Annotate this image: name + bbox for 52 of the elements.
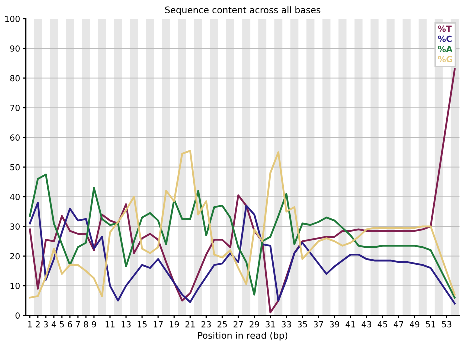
- y-tick-label: 0: [16, 312, 20, 319]
- line-series: [29, 68, 456, 314]
- x-tick-label: 5: [60, 321, 64, 328]
- y-tick-label: 40: [10, 194, 20, 200]
- x-tick-label: 43: [362, 321, 372, 328]
- y-tick-label: 100: [6, 16, 20, 22]
- x-tick-label: 51: [426, 321, 436, 328]
- x-tick-label: 13: [122, 321, 131, 328]
- x-tick-label: 17: [154, 321, 163, 328]
- y-tick-label: 60: [10, 134, 20, 141]
- x-tick-label: 31: [266, 321, 276, 328]
- y-tick-label: 10: [10, 282, 20, 290]
- y-tick-label: 90: [10, 46, 20, 52]
- x-tick-label: 49: [410, 321, 420, 328]
- x-tick-label: 35: [298, 321, 308, 328]
- text: %A: [438, 46, 453, 52]
- line-series: [29, 174, 456, 299]
- x-tick-label: 23: [202, 321, 212, 328]
- line-series: [29, 150, 456, 299]
- x-tick-label: 29: [250, 321, 260, 328]
- text: %G: [438, 56, 452, 63]
- x-tick-label: 45: [378, 321, 388, 328]
- y-tick-label: 30: [10, 224, 20, 230]
- x-tick-label: 2: [36, 321, 40, 328]
- x-tick-label: 19: [170, 321, 180, 328]
- x-tick-label: 7: [76, 321, 80, 328]
- x-tick-label: 39: [330, 321, 340, 328]
- y-tick-label: 80: [10, 75, 20, 82]
- x-tick-label: 33: [282, 321, 292, 328]
- x-tick-label: 25: [218, 321, 228, 328]
- x-tick-label: 21: [186, 321, 195, 328]
- x-tick-label: 6: [68, 321, 72, 328]
- x-tick-label: 27: [234, 321, 244, 328]
- x-tick-label: 9: [92, 321, 96, 328]
- x-tick-label: 47: [394, 321, 404, 328]
- text: %T: [438, 26, 452, 32]
- x-tick-label: 8: [84, 321, 88, 328]
- text: %C: [438, 36, 452, 42]
- x-tick-label: 3: [44, 321, 48, 328]
- x-tick-label: 37: [314, 321, 324, 328]
- x-tick-label: 15: [138, 321, 147, 328]
- y-tick-label: 20: [10, 253, 20, 260]
- x-tick-label: 11: [106, 321, 115, 328]
- y-tick-label: 70: [10, 104, 20, 112]
- x-tick-label: 41: [346, 321, 356, 328]
- x-axis-title: Position in read (bp): [198, 332, 288, 341]
- x-tick-label: 1: [28, 321, 32, 328]
- chart-title: Sequence content across all bases: [165, 6, 321, 16]
- x-tick-label: 53: [442, 321, 452, 328]
- line-series: [29, 202, 456, 305]
- y-tick-label: 50: [10, 164, 20, 171]
- x-tick-label: 4: [52, 321, 56, 328]
